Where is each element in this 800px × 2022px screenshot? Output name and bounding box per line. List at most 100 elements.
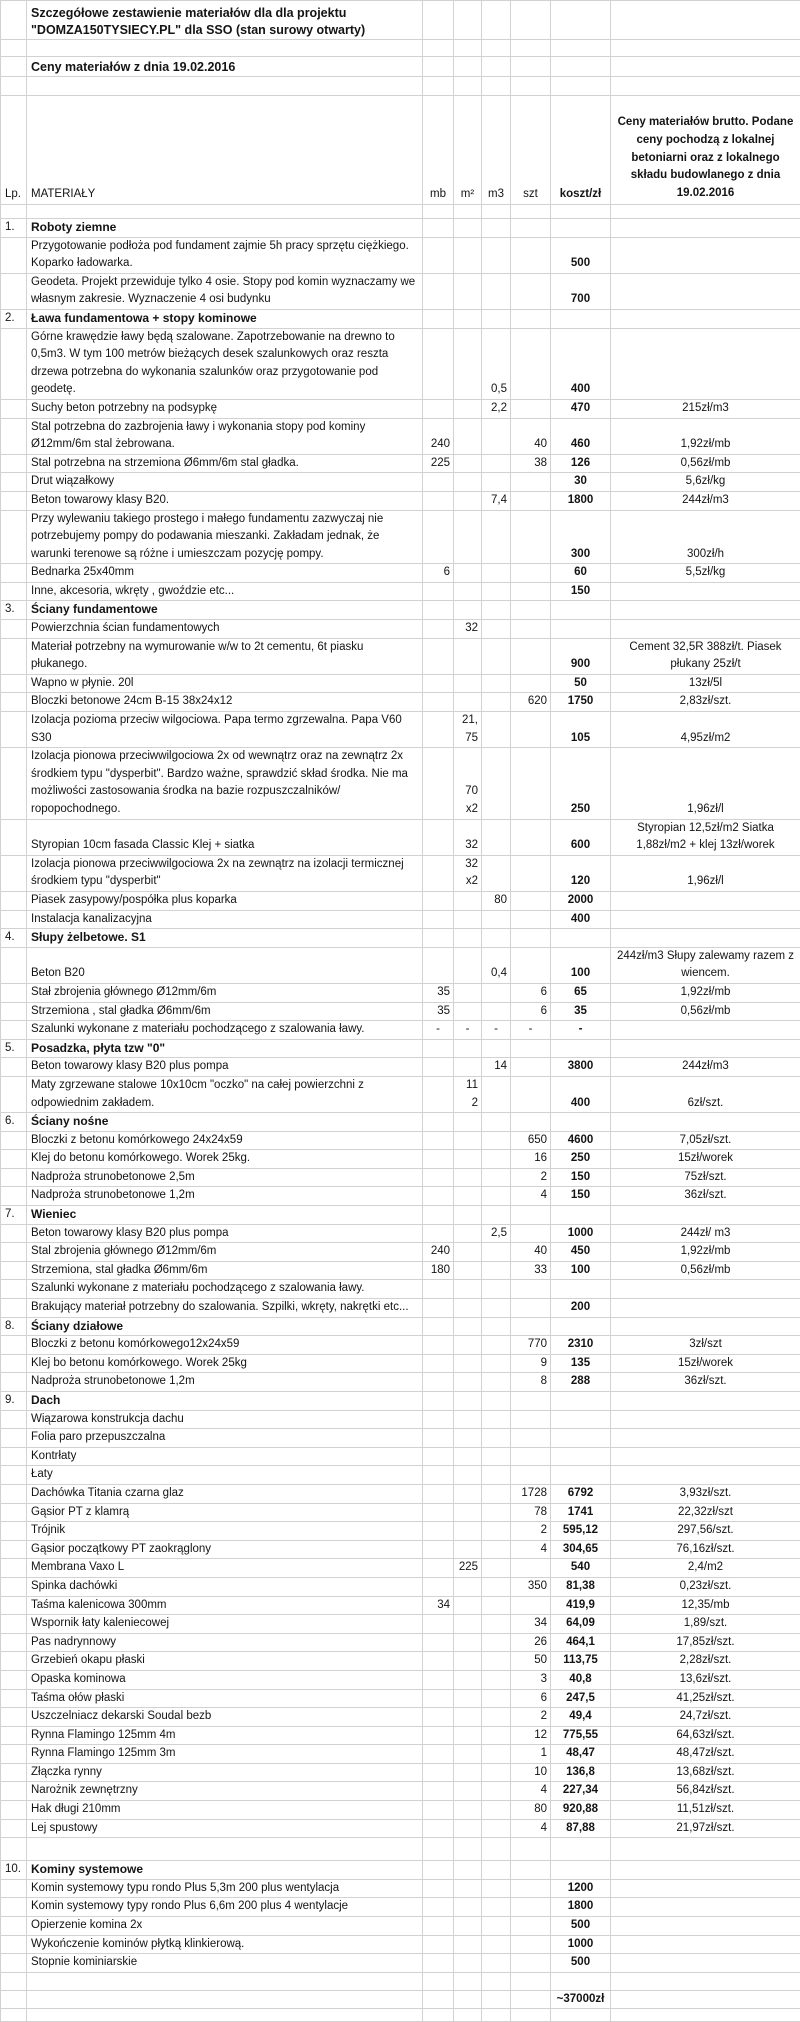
cell-m2: 70 x2 bbox=[454, 748, 482, 819]
cell-m2: 21, 75 bbox=[454, 712, 482, 748]
cell-mat bbox=[27, 1990, 423, 2009]
cell-cena bbox=[611, 1317, 800, 1336]
cell-m3 bbox=[482, 748, 511, 819]
cell-koszt bbox=[551, 1039, 611, 1058]
item-row: Geodeta. Projekt przewiduje tylko 4 osie… bbox=[1, 273, 800, 309]
cell-lp bbox=[1, 40, 27, 57]
cell-m2 bbox=[454, 454, 482, 473]
cell-mb bbox=[423, 399, 454, 418]
cell-lp bbox=[1, 1879, 27, 1898]
cell-m3 bbox=[482, 1206, 511, 1225]
cell-mat: Opierzenie komina 2x bbox=[27, 1917, 423, 1936]
cell-cena: 41,25zł/szt. bbox=[611, 1689, 800, 1708]
cell-lp bbox=[1, 693, 27, 712]
cell-koszt: 470 bbox=[551, 399, 611, 418]
cell-lp bbox=[1, 399, 27, 418]
cell-m2 bbox=[454, 1861, 482, 1880]
cell-mb bbox=[423, 1317, 454, 1336]
cell-lp bbox=[1, 1954, 27, 1973]
cell-mat: Rynna Flamingo 125mm 3m bbox=[27, 1745, 423, 1764]
cell-lp bbox=[1, 1838, 27, 1861]
cell-cena bbox=[611, 620, 800, 639]
cell-m3 bbox=[482, 1652, 511, 1671]
cell-szt bbox=[511, 77, 551, 96]
cell-lp bbox=[1, 1058, 27, 1077]
cell-m3 bbox=[482, 1633, 511, 1652]
cell-m3 bbox=[482, 77, 511, 96]
cell-szt bbox=[511, 910, 551, 929]
cell-mb bbox=[423, 1354, 454, 1373]
cell-koszt: 1200 bbox=[551, 1879, 611, 1898]
cell-cena bbox=[611, 1039, 800, 1058]
cell-cena: 5,6zł/kg bbox=[611, 473, 800, 492]
cell-cena: 2,83zł/szt. bbox=[611, 693, 800, 712]
cell-koszt: 540 bbox=[551, 1559, 611, 1578]
cell-szt: 50 bbox=[511, 1652, 551, 1671]
cell-m2 bbox=[454, 1392, 482, 1411]
cell-m3 bbox=[482, 1317, 511, 1336]
cell-cena bbox=[611, 929, 800, 948]
cell-m3 bbox=[482, 1670, 511, 1689]
cell-mb bbox=[423, 693, 454, 712]
item-row: Górne krawędzie ławy będą szalowane. Zap… bbox=[1, 328, 800, 399]
item-row: Szalunki wykonane z materiału pochodzące… bbox=[1, 1280, 800, 1299]
cell-m2 bbox=[454, 1670, 482, 1689]
cell-szt bbox=[511, 1039, 551, 1058]
cell-mb bbox=[423, 1726, 454, 1745]
cell-lp bbox=[1, 510, 27, 564]
cell-szt: 2 bbox=[511, 1708, 551, 1727]
cell-lp bbox=[1, 1972, 27, 1990]
cell-koszt bbox=[551, 219, 611, 238]
cell-koszt: 136,8 bbox=[551, 1763, 611, 1782]
cell-szt: 34 bbox=[511, 1615, 551, 1634]
cell-lp bbox=[1, 273, 27, 309]
cell-cena: 0,56zł/mb bbox=[611, 1002, 800, 1021]
cell-mat: Taśma kalenicowa 300mm bbox=[27, 1596, 423, 1615]
cell-m3: 14 bbox=[482, 1058, 511, 1077]
cell-lp bbox=[1, 1354, 27, 1373]
cell-szt: 770 bbox=[511, 1336, 551, 1355]
cell-m3 bbox=[482, 1819, 511, 1838]
cell-szt bbox=[511, 1, 551, 40]
cell-m2 bbox=[454, 564, 482, 583]
cell-szt bbox=[511, 1898, 551, 1917]
cell-cena bbox=[611, 1021, 800, 1040]
section-row: 8.Ściany działowe bbox=[1, 1317, 800, 1336]
cell-cena bbox=[611, 891, 800, 910]
cell-lp bbox=[1, 1002, 27, 1021]
cell-koszt: 1800 bbox=[551, 491, 611, 510]
cell-cena: 244zł/ m3 bbox=[611, 1224, 800, 1243]
cell-lp bbox=[1, 1187, 27, 1206]
cell-mb bbox=[423, 910, 454, 929]
cell-m3 bbox=[482, 1801, 511, 1820]
cell-mb: 6 bbox=[423, 564, 454, 583]
cell-m2 bbox=[454, 601, 482, 620]
cell-szt bbox=[511, 328, 551, 399]
cell-m2 bbox=[454, 1317, 482, 1336]
cell-mb: 34 bbox=[423, 1596, 454, 1615]
cell-cena bbox=[611, 1861, 800, 1880]
cell-mat: Ściany fundamentowe bbox=[27, 601, 423, 620]
cell-m3 bbox=[482, 1039, 511, 1058]
cell-koszt bbox=[551, 1280, 611, 1299]
cell-cena bbox=[611, 1935, 800, 1954]
cell-lp bbox=[1, 205, 27, 219]
cell-mb bbox=[423, 1187, 454, 1206]
cell-koszt: 1750 bbox=[551, 693, 611, 712]
cell-m3 bbox=[482, 620, 511, 639]
cell-cena: 1,92zł/mb bbox=[611, 418, 800, 454]
cell-lp bbox=[1, 1801, 27, 1820]
cell-mat: Komin systemowy typy rondo Plus 6,6m 200… bbox=[27, 1898, 423, 1917]
cell-cena bbox=[611, 1447, 800, 1466]
cell-cena bbox=[611, 1280, 800, 1299]
cell-m2 bbox=[454, 1935, 482, 1954]
cell-mb bbox=[423, 237, 454, 273]
cell-cena: Ceny materiałów brutto. Podane ceny poch… bbox=[611, 96, 800, 205]
cell-m3 bbox=[482, 1429, 511, 1448]
section-row: 5.Posadzka, płyta tzw "0" bbox=[1, 1039, 800, 1058]
